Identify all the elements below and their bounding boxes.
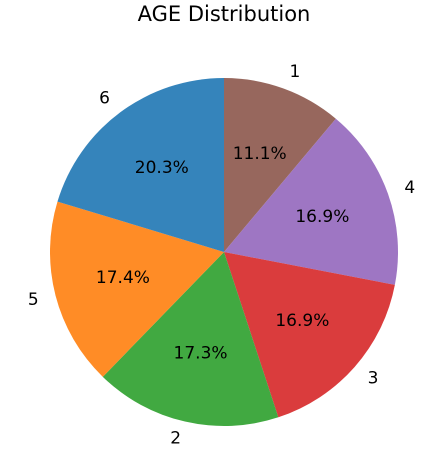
slice-label-2: 2 [170, 429, 181, 449]
slice-label-4: 4 [404, 178, 415, 198]
pie-slice-2 [102, 252, 279, 427]
chart-title: AGE Distribution [137, 2, 311, 26]
pie-slices [50, 78, 399, 427]
slice-label-3: 3 [368, 368, 379, 388]
slice-label-6: 6 [99, 88, 110, 108]
pie-slice-5 [50, 201, 224, 377]
slice-percent-2: 17.3% [174, 344, 228, 364]
pie-slice-3 [224, 252, 395, 418]
slice-percent-6: 20.3% [135, 158, 189, 178]
pie-slice-6 [57, 78, 224, 252]
slice-percent-4: 16.9% [295, 207, 349, 227]
pie-slice-1 [224, 78, 336, 252]
pie-slice-4 [224, 118, 399, 285]
slice-label-1: 1 [289, 62, 300, 82]
slice-label-5: 5 [28, 290, 39, 310]
slice-percent-3: 16.9% [275, 311, 329, 331]
slice-percent-1: 11.1% [233, 144, 287, 164]
pie-labels: 1 11.1% 4 16.9% 3 16.9% 2 17.3% 5 17.4% 6 20.3% [28, 62, 415, 448]
slice-percent-5: 17.4% [96, 268, 150, 288]
